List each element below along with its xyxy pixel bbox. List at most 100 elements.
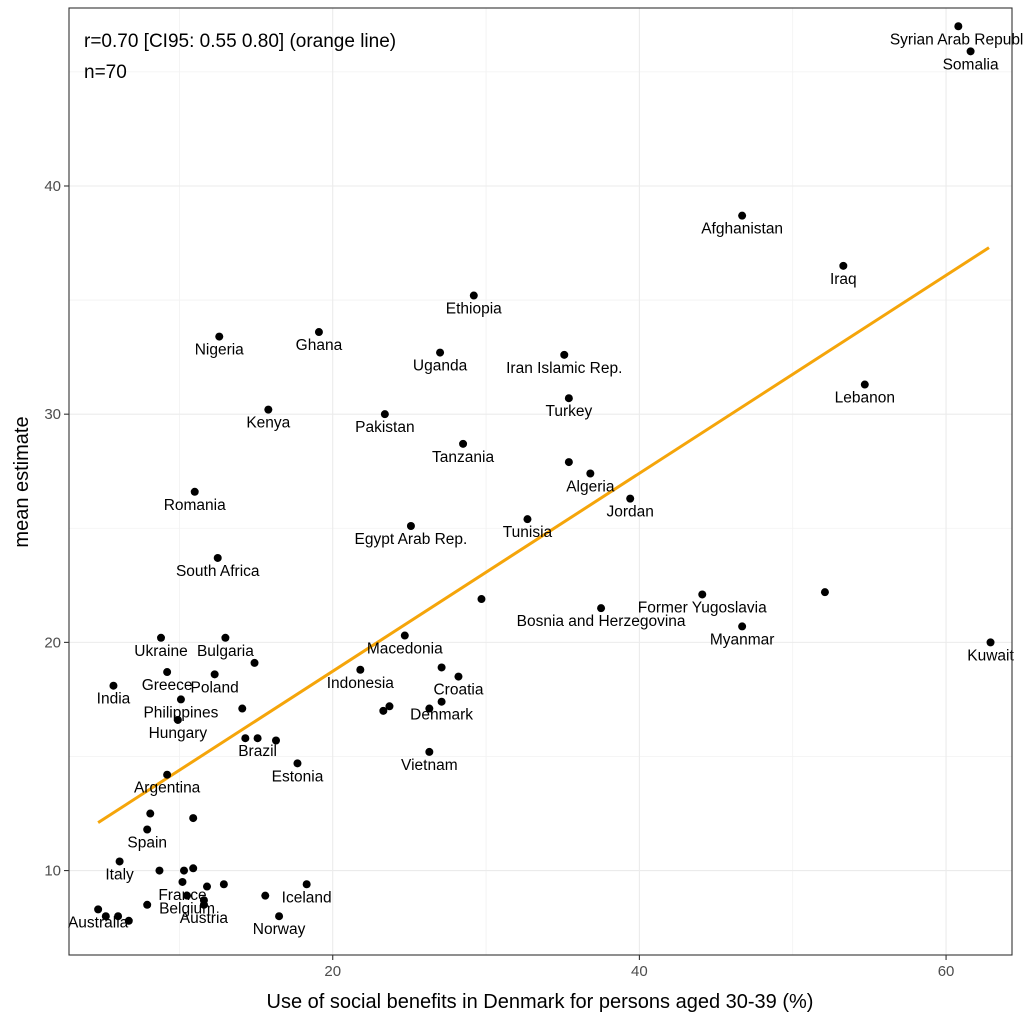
plot-panel-border (68, 7, 1013, 956)
data-point (241, 734, 250, 743)
point-label: Estonia (272, 768, 324, 785)
data-point (115, 857, 124, 866)
point-label: Poland (191, 679, 239, 696)
point-label: Philippines (143, 704, 218, 721)
data-point (203, 882, 211, 891)
data-point (437, 697, 446, 706)
point-label: Ethiopia (446, 301, 502, 318)
y-tick-label: 40 (44, 178, 61, 195)
data-points (94, 22, 995, 925)
data-point (379, 706, 388, 715)
data-point (436, 348, 445, 357)
data-point (698, 590, 707, 599)
minor-gridlines (69, 8, 1012, 955)
point-label: Vietnam (401, 757, 458, 774)
point-label: Uganda (413, 358, 468, 375)
data-point (738, 622, 747, 631)
point-label: Somalia (943, 56, 999, 73)
data-point (626, 494, 635, 503)
data-point (178, 877, 187, 886)
data-point (114, 912, 123, 921)
data-point (400, 631, 409, 640)
y-axis-title: mean estimate (11, 416, 33, 547)
data-point (221, 633, 230, 642)
data-point (437, 663, 446, 672)
data-point (564, 394, 573, 403)
data-point (219, 880, 228, 889)
data-point (250, 658, 259, 667)
y-tick-label: 10 (44, 863, 61, 880)
data-point (173, 715, 182, 724)
x-tick-label: 60 (938, 963, 955, 980)
point-label: Macedonia (367, 641, 443, 658)
point-label: India (97, 691, 131, 708)
point-label: Nigeria (195, 342, 244, 359)
data-point (477, 595, 486, 604)
data-point (109, 681, 118, 690)
data-point (986, 638, 995, 647)
data-point (275, 912, 284, 921)
data-point (860, 380, 869, 389)
data-point (176, 695, 185, 704)
point-label: Pakistan (355, 419, 414, 436)
point-label: Kuwait (967, 647, 1014, 664)
point-label: Romania (164, 497, 226, 514)
data-point (380, 410, 389, 419)
data-point (385, 702, 394, 711)
data-point (213, 553, 222, 562)
y-tick-label: 20 (44, 634, 61, 651)
point-label: Hungary (149, 725, 208, 742)
point-label: Myanmar (710, 631, 775, 648)
data-point (253, 734, 262, 743)
data-point (163, 770, 172, 779)
y-axis-ticks: 10 20 30 40 (44, 178, 69, 880)
data-point (143, 825, 152, 834)
point-label: Tunisia (503, 524, 553, 541)
point-label: Iceland (282, 889, 332, 906)
point-label: Bosnia and Herzegovina (517, 613, 686, 630)
point-label: Bulgaria (197, 643, 254, 660)
point-label: Jordan (606, 504, 653, 521)
point-label: South Africa (176, 563, 260, 580)
data-point (183, 891, 192, 900)
data-point (454, 672, 463, 681)
point-label: Kenya (246, 415, 290, 432)
data-point (157, 633, 165, 642)
data-point (199, 900, 208, 909)
point-label: Indonesia (327, 675, 395, 692)
point-label: Algeria (566, 479, 615, 496)
point-label: Afghanistan (701, 221, 783, 238)
data-point (425, 747, 434, 756)
data-point (190, 487, 199, 496)
point-label: France (158, 887, 206, 904)
major-gridlines (69, 8, 1012, 955)
data-point (261, 891, 270, 900)
data-point (469, 291, 478, 300)
data-point (293, 759, 302, 768)
data-point (210, 670, 219, 679)
point-label: Former Yugoslavia (638, 599, 767, 616)
y-tick-label: 30 (44, 406, 61, 423)
regression-line (97, 246, 990, 824)
point-label: Iran Islamic Rep. (506, 360, 622, 377)
data-point (356, 665, 365, 674)
data-point (597, 604, 606, 613)
data-point (586, 469, 595, 478)
regression-line-group (97, 246, 990, 824)
data-point (215, 332, 224, 341)
data-point (143, 900, 152, 909)
point-label: Croatia (433, 682, 483, 699)
data-point (302, 880, 311, 889)
x-axis-title: Use of social benefits in Denmark for pe… (267, 991, 814, 1013)
data-point (264, 405, 273, 414)
data-point (425, 704, 434, 713)
point-label: Iraq (830, 271, 857, 288)
data-point (954, 22, 963, 31)
data-point (406, 521, 415, 530)
point-label: Ukraine (134, 643, 187, 660)
data-point (272, 736, 280, 745)
point-label: Norway (253, 921, 306, 938)
point-label: Argentina (134, 780, 201, 797)
data-point (189, 814, 198, 823)
point-label: Egypt Arab Rep. (354, 531, 467, 548)
